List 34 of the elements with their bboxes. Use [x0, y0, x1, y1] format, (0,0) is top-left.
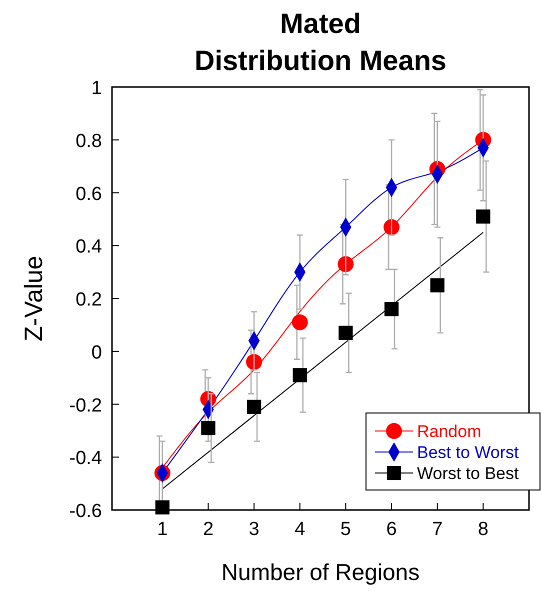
- point: [246, 354, 262, 370]
- legend-label: Best to Worst: [417, 443, 519, 462]
- y-tick-label: -0.6: [69, 501, 102, 522]
- x-tick-label: 4: [294, 519, 306, 540]
- x-tick-label: 7: [432, 519, 443, 540]
- x-tick-label: 5: [340, 519, 351, 540]
- y-tick-label: 0.8: [76, 130, 102, 152]
- y-tick-label: -0.2: [69, 395, 102, 416]
- y-tick-label: 0.4: [76, 236, 102, 258]
- y-tick-label: 0.2: [76, 290, 102, 310]
- legend-label: Worst to Best: [417, 464, 519, 483]
- point: [384, 302, 399, 316]
- point: [384, 219, 400, 236]
- x-tick-label: 6: [386, 519, 397, 540]
- point: [246, 400, 262, 414]
- point: [430, 278, 444, 292]
- x-tick-label: 3: [248, 519, 260, 540]
- legend-label: Random: [417, 422, 482, 441]
- point: [201, 420, 216, 436]
- point: [292, 314, 308, 330]
- chart-title: Mated Distribution Means: [194, 8, 447, 76]
- point: [338, 326, 353, 340]
- point: [476, 209, 490, 224]
- x-tick-label: 2: [202, 519, 214, 540]
- point: [292, 368, 307, 382]
- y-tick-label: 0.6: [76, 184, 102, 205]
- x-axis-title: Number of Regions: [221, 559, 420, 585]
- y-axis-title: Z-Value: [20, 256, 48, 342]
- y-tick-label: 1: [91, 78, 102, 99]
- x-tick-label: 8: [478, 519, 488, 540]
- y-tick-label: 0: [91, 342, 102, 364]
- point: [155, 500, 170, 514]
- y-tick-label: -0.4: [69, 448, 102, 470]
- x-tick-label: 1: [157, 519, 168, 540]
